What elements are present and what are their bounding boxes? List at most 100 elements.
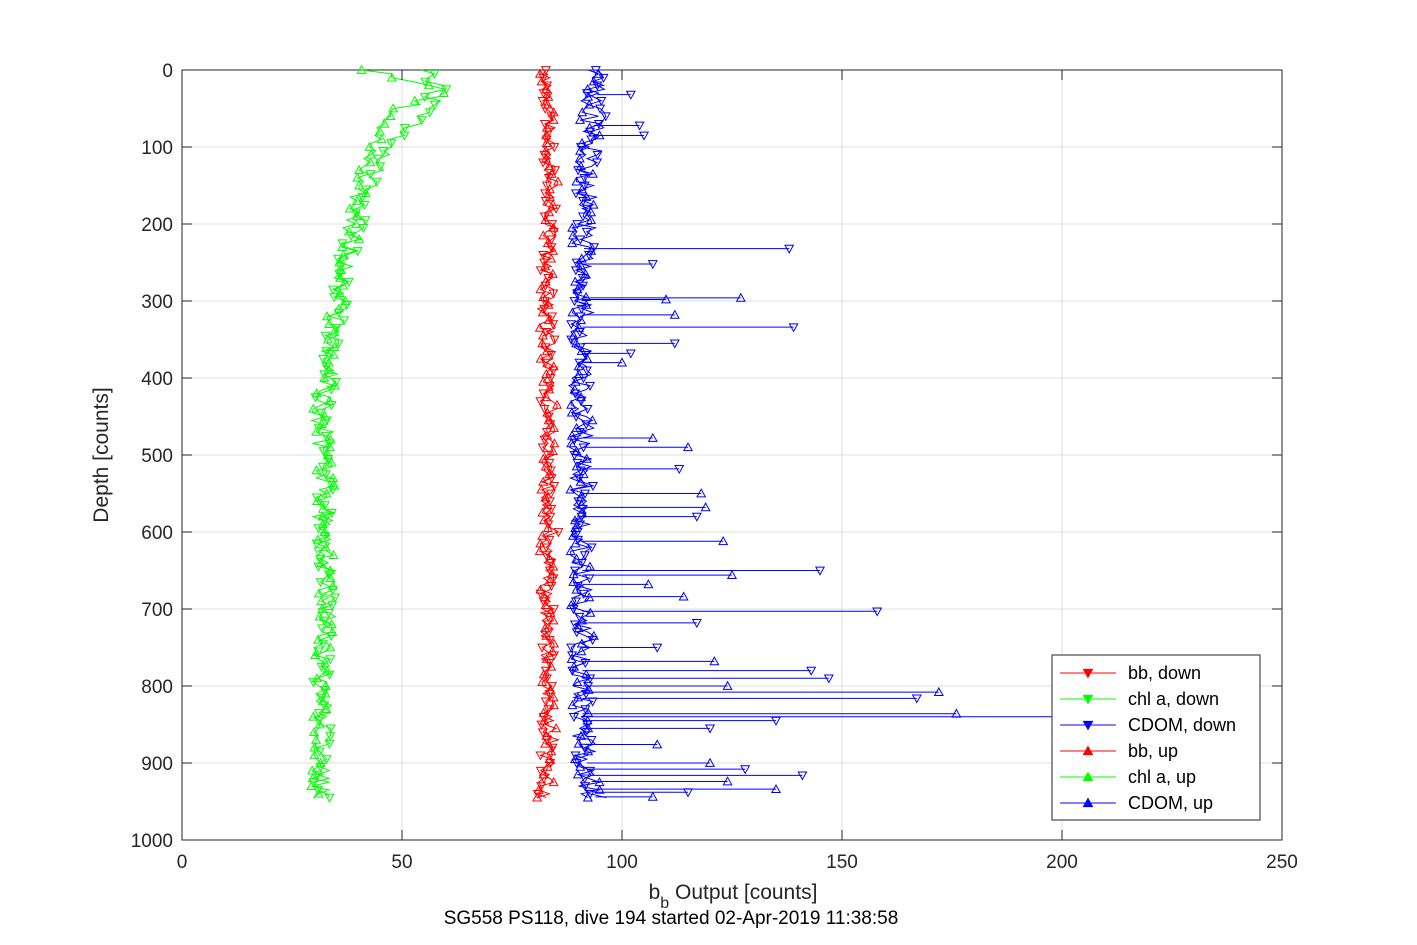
data-point bbox=[313, 716, 324, 726]
data-point bbox=[586, 543, 597, 553]
data-point bbox=[535, 353, 546, 363]
data-point bbox=[566, 430, 578, 440]
data-point bbox=[312, 786, 323, 796]
data-point bbox=[541, 137, 552, 148]
data-point bbox=[315, 757, 326, 767]
data-point bbox=[319, 372, 330, 382]
data-point bbox=[566, 320, 577, 330]
data-point bbox=[573, 623, 584, 633]
data-point bbox=[586, 245, 597, 255]
data-point bbox=[581, 299, 592, 309]
data-point bbox=[308, 678, 319, 688]
data-point bbox=[343, 226, 355, 236]
data-point bbox=[325, 434, 336, 444]
data-point bbox=[577, 212, 589, 222]
data-point bbox=[571, 461, 582, 471]
legend-item: bb, down bbox=[1060, 663, 1201, 683]
data-point bbox=[534, 68, 546, 78]
data-point bbox=[311, 673, 322, 683]
data-point bbox=[351, 195, 362, 205]
data-point bbox=[328, 472, 339, 482]
data-point bbox=[325, 655, 336, 665]
data-point bbox=[570, 276, 581, 286]
data-point bbox=[316, 418, 327, 429]
data-point bbox=[416, 116, 427, 126]
data-point bbox=[547, 445, 558, 456]
data-point bbox=[548, 574, 559, 584]
plot-series bbox=[306, 64, 1128, 803]
data-point bbox=[572, 458, 583, 468]
data-point bbox=[309, 750, 320, 760]
spike-marker bbox=[691, 512, 702, 522]
data-point bbox=[319, 657, 330, 667]
data-point bbox=[352, 172, 363, 182]
data-point bbox=[537, 507, 548, 517]
data-point bbox=[317, 624, 328, 634]
spike-marker bbox=[616, 357, 628, 367]
data-point bbox=[356, 64, 367, 74]
data-point bbox=[544, 469, 555, 479]
data-point bbox=[543, 299, 554, 309]
legend: bb, down chl a, down CDOM, down bb, up chl a… bbox=[1051, 654, 1261, 821]
data-point bbox=[571, 412, 582, 422]
axis-ticks: 0 50 100 150 200 250 0 100 200 300 400 500 600 700 800… bbox=[131, 61, 1298, 873]
data-point bbox=[532, 789, 543, 800]
data-point bbox=[317, 519, 329, 529]
x-tick-label: 150 bbox=[826, 852, 858, 873]
data-point bbox=[379, 118, 390, 128]
data-point bbox=[320, 470, 331, 480]
data-point bbox=[548, 561, 559, 571]
data-point bbox=[548, 114, 559, 124]
data-point bbox=[544, 553, 555, 563]
data-point bbox=[548, 227, 559, 237]
data-point bbox=[312, 534, 323, 544]
data-point bbox=[570, 376, 581, 386]
data-point bbox=[584, 381, 596, 391]
data-point bbox=[571, 445, 582, 456]
spike-marker bbox=[652, 739, 663, 749]
data-point bbox=[574, 428, 585, 438]
data-point bbox=[429, 69, 440, 80]
data-point bbox=[327, 580, 338, 590]
data-point bbox=[541, 630, 552, 640]
data-point bbox=[329, 480, 340, 490]
data-point bbox=[544, 161, 555, 171]
data-point bbox=[323, 608, 334, 619]
data-point bbox=[334, 270, 345, 280]
y-tick-label: 500 bbox=[141, 446, 173, 467]
x-axis-label-subscript: b bbox=[660, 895, 669, 912]
data-point bbox=[351, 208, 362, 218]
data-point bbox=[319, 526, 330, 536]
spike-marker bbox=[700, 502, 711, 512]
spike-marker bbox=[740, 765, 751, 775]
data-point bbox=[540, 697, 551, 707]
spike-marker bbox=[652, 643, 663, 653]
data-point bbox=[569, 620, 581, 630]
data-point bbox=[541, 653, 552, 663]
data-point bbox=[545, 684, 556, 694]
data-point bbox=[315, 578, 326, 588]
data-point bbox=[540, 738, 551, 748]
data-point bbox=[541, 84, 552, 94]
data-point bbox=[429, 100, 440, 110]
data-point bbox=[307, 773, 318, 783]
data-point bbox=[549, 651, 560, 661]
data-point bbox=[591, 158, 603, 168]
data-point bbox=[576, 615, 587, 625]
data-point bbox=[542, 238, 553, 248]
data-point bbox=[548, 222, 559, 232]
data-point bbox=[576, 646, 587, 656]
data-point bbox=[541, 345, 552, 355]
data-point bbox=[358, 223, 369, 234]
data-point bbox=[581, 227, 592, 237]
data-point bbox=[565, 546, 576, 556]
data-point bbox=[321, 488, 332, 498]
data-point bbox=[540, 599, 551, 610]
data-point bbox=[568, 661, 580, 671]
y-tick-label: 700 bbox=[141, 600, 173, 621]
data-point bbox=[596, 96, 607, 107]
data-point bbox=[548, 245, 559, 255]
data-point bbox=[570, 597, 581, 607]
data-point bbox=[326, 385, 337, 395]
data-point bbox=[313, 634, 324, 644]
